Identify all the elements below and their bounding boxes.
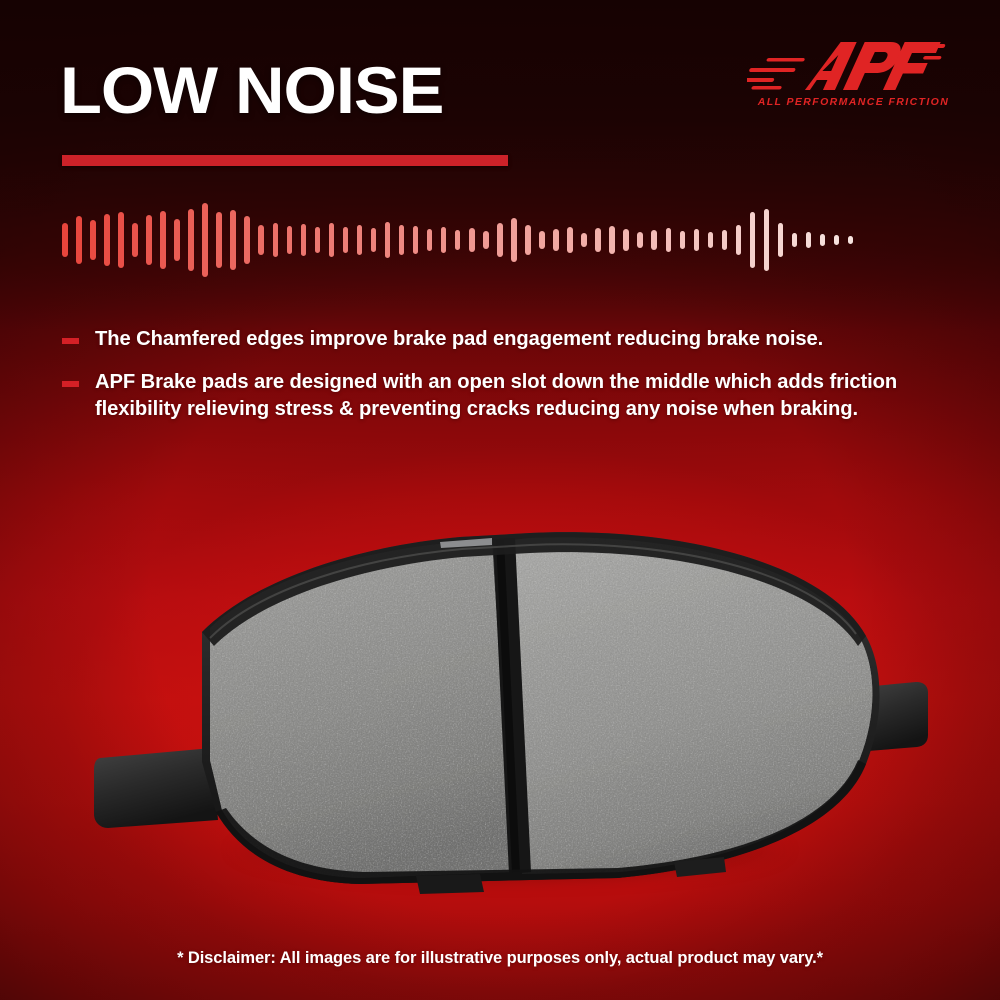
waveform-bar: [146, 215, 152, 265]
waveform-bar: [62, 223, 68, 257]
waveform-bar: [511, 218, 517, 262]
waveform-bar: [553, 229, 559, 251]
brake-pad-bottom-lug-right: [674, 857, 726, 877]
waveform-bar: [567, 227, 573, 253]
waveform-bar: [637, 232, 643, 248]
waveform-bar: [707, 232, 714, 248]
waveform-bar: [398, 225, 405, 255]
logo-tagline: ALL PERFORMANCE FRICTION: [757, 96, 950, 108]
bullet-dash-icon: [62, 338, 79, 344]
brake-pad-center-slot-shadow: [496, 539, 520, 873]
waveform-bar: [454, 230, 461, 250]
sound-wave-graphic: [62, 200, 862, 280]
waveform-bar: [104, 214, 110, 266]
waveform-bar: [342, 227, 349, 253]
brake-pad-chamfer-top: [202, 532, 866, 646]
waveform-bar: [90, 220, 96, 260]
waveform-bar: [763, 209, 770, 271]
waveform-bar: [300, 224, 307, 256]
waveform-bar: [623, 229, 629, 251]
waveform-bar: [525, 225, 531, 255]
waveform-bar: [272, 223, 279, 257]
brake-pad-image: [60, 520, 940, 920]
waveform-bar: [581, 233, 587, 247]
waveform-bar: [539, 231, 545, 249]
waveform-bar: [118, 212, 124, 268]
disclaimer-text: * Disclaimer: All images are for illustr…: [177, 949, 823, 967]
list-item: The Chamfered edges improve brake pad en…: [62, 325, 952, 352]
waveform-bar: [356, 225, 363, 255]
waveform-bar: [426, 229, 433, 251]
waveform-bar: [777, 223, 784, 257]
brake-pad-left-tab: [94, 748, 218, 828]
waveform-bar: [202, 203, 208, 277]
bullet-dash-icon: [62, 381, 79, 387]
waveform-bar: [833, 235, 839, 245]
waveform-bar: [497, 223, 503, 257]
feature-bullet-list: The Chamfered edges improve brake pad en…: [62, 325, 952, 438]
waveform-bar: [483, 231, 489, 249]
waveform-bar: [174, 219, 180, 261]
apf-logo-mark-icon: [747, 42, 946, 90]
waveform-bar: [258, 225, 264, 255]
waveform-bar: [412, 226, 419, 254]
waveform-bar: [160, 211, 166, 269]
waveform-bar: [286, 226, 293, 254]
waveform-bar: [595, 228, 601, 252]
waveform-bar: [244, 216, 250, 264]
brake-pad-chamfer-highlight: [209, 543, 857, 639]
waveform-bar: [693, 229, 700, 251]
waveform-bar: [188, 209, 194, 271]
waveform-bar: [721, 230, 728, 250]
waveform-bar: [469, 228, 475, 252]
page-title: LOW NOISE: [60, 53, 444, 127]
waveform-bar: [370, 228, 377, 252]
waveform-bar: [230, 210, 236, 270]
title-underline-rule: [62, 155, 508, 166]
waveform-bar: [819, 234, 825, 246]
brake-pad-friction-right: [512, 537, 873, 875]
brake-pad-illustration: [94, 532, 928, 894]
bullet-text: APF Brake pads are designed with an open…: [95, 370, 898, 420]
waveform-bar: [76, 216, 82, 264]
apf-logo: ALL PERFORMANCE FRICTION: [747, 34, 962, 129]
waveform-bar: [384, 222, 391, 258]
bullet-text: The Chamfered edges improve brake pad en…: [95, 327, 824, 350]
waveform-bar: [847, 236, 853, 244]
waveform-bar: [665, 228, 671, 252]
waveform-bar: [791, 233, 798, 247]
waveform-bar: [440, 227, 447, 253]
waveform-bar: [328, 223, 335, 257]
list-item: APF Brake pads are designed with an open…: [62, 368, 952, 422]
waveform-bar: [651, 230, 657, 250]
waveform-bar: [609, 226, 615, 254]
waveform-bar: [132, 223, 138, 257]
waveform-bar: [735, 225, 742, 255]
waveform-bar: [749, 212, 756, 268]
brake-pad-wear-indicator: [440, 538, 492, 548]
waveform-bar: [805, 232, 812, 248]
waveform-bar: [216, 212, 222, 268]
brake-pad-bottom-lug-left: [416, 874, 484, 894]
waveform-bar: [314, 227, 321, 253]
waveform-bar: [679, 231, 686, 249]
